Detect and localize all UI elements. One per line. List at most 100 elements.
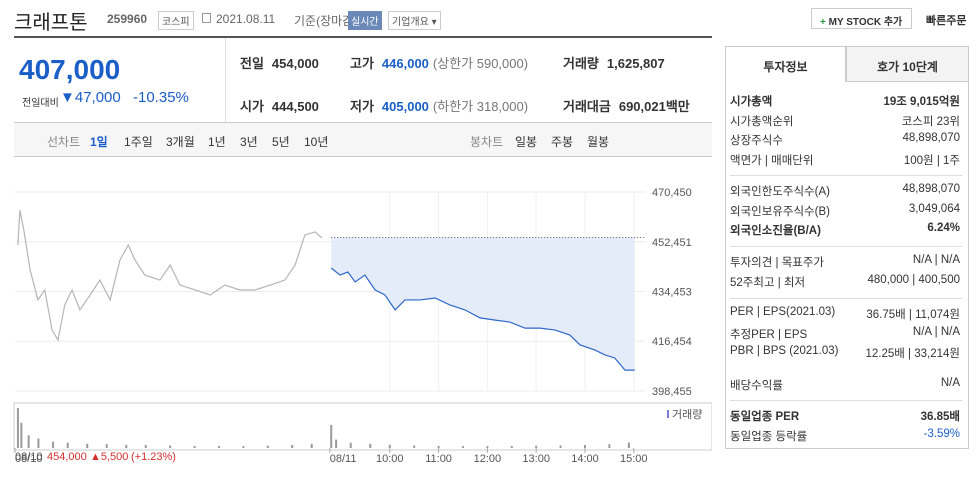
market-badge: 코스피 bbox=[158, 11, 194, 30]
info-value: 480,000 | 400,500 bbox=[867, 273, 960, 286]
volume-bar bbox=[37, 438, 40, 448]
footer-change: ▲5,500 bbox=[90, 451, 129, 463]
candle-tab[interactable]: 일봉 bbox=[515, 135, 538, 149]
change-label: 전일대비 bbox=[22, 98, 59, 109]
stock-name: 크래프톤 bbox=[14, 12, 88, 34]
rule bbox=[14, 122, 712, 123]
separator bbox=[730, 298, 962, 299]
candle-tab[interactable]: 월봉 bbox=[587, 135, 610, 149]
volume-bar bbox=[583, 445, 586, 448]
volume-bar bbox=[20, 422, 23, 448]
info-label: 상장주식수 bbox=[730, 135, 783, 147]
x-tick-label: 15:00 bbox=[620, 453, 648, 465]
current-price: 407,000 bbox=[19, 54, 121, 85]
info-label: 동일업종 등락률 bbox=[730, 430, 808, 443]
company-button[interactable]: 기업개요 ▾ bbox=[388, 11, 441, 30]
quote-item: 저가 405,000 (하한가 318,000) bbox=[350, 96, 528, 115]
info-row: PBR | BPS (2021.03) 12.25배 | 33,214원 bbox=[730, 345, 960, 363]
volume-bar bbox=[193, 445, 196, 448]
period-bar bbox=[14, 123, 712, 157]
info-row: 외국인보유주식수(B) 3,049,064 bbox=[730, 203, 960, 221]
y-tick-label: 470,450 bbox=[652, 187, 692, 199]
change-rate: -10.35% bbox=[133, 89, 189, 106]
chart: 398,455 416,454 434,453 452,451 470,450 08/10… bbox=[13, 187, 712, 465]
info-value: 19조 9,015억원 bbox=[883, 96, 960, 108]
footer-price: 454,000 bbox=[47, 451, 87, 463]
quick-order[interactable]: 빠른주문 bbox=[926, 15, 967, 27]
period-tab[interactable]: 1일 bbox=[90, 135, 108, 149]
price-line bbox=[17, 209, 323, 342]
volume-bar bbox=[217, 445, 220, 448]
x-tick-label: 10:00 bbox=[376, 453, 404, 465]
volume-bar bbox=[144, 445, 147, 448]
volume-bar bbox=[608, 444, 611, 448]
period-tab[interactable]: 5년 bbox=[272, 135, 290, 149]
info-row: 추정PER | EPS N/A | N/A bbox=[730, 326, 960, 344]
volume-bar bbox=[335, 439, 338, 448]
volume-bar bbox=[330, 424, 333, 448]
separator bbox=[730, 400, 962, 401]
info-row: 배당수익률 N/A bbox=[730, 377, 960, 395]
mystock-label: MY STOCK 추가 bbox=[828, 17, 903, 28]
quote-item: 거래대금 690,021백만 bbox=[563, 96, 690, 115]
volume-bar bbox=[291, 445, 294, 448]
info-value: 36.75배 | 11,074원 bbox=[866, 309, 960, 321]
quote-value: 446,000 bbox=[381, 56, 429, 71]
quote-value: 444,500 bbox=[271, 99, 319, 114]
volume-bar bbox=[535, 445, 538, 448]
info-row: 액면가 | 매매단위 100원 | 1주 bbox=[730, 152, 960, 170]
info-value: N/A | N/A bbox=[912, 254, 960, 266]
info-row: 시가총액 19조 9,015억원 bbox=[730, 93, 960, 111]
volume-bar bbox=[349, 442, 352, 448]
y-tick-label: 434,453 bbox=[652, 286, 692, 298]
quote-value: 1,625,807 bbox=[606, 56, 665, 71]
realtime-badge[interactable]: 실시간 bbox=[348, 11, 382, 30]
company-label: 기업개요 bbox=[392, 17, 429, 28]
y-tick-label: 416,454 bbox=[652, 336, 692, 348]
volume-bar bbox=[369, 443, 372, 448]
quote-label: 고가 bbox=[350, 56, 374, 71]
stock-code: 259960 bbox=[107, 12, 148, 26]
info-label: 시가총액 bbox=[730, 96, 773, 108]
volume-frame bbox=[13, 402, 712, 451]
price-line bbox=[330, 267, 635, 371]
quote-label: 시가 bbox=[240, 99, 264, 114]
quote-value: 405,000 bbox=[381, 99, 429, 114]
x-tick-label: 12:00 bbox=[474, 453, 502, 465]
tab-active[interactable]: 투자정보 bbox=[725, 46, 846, 82]
volume-bar bbox=[105, 444, 108, 448]
candle-tab[interactable]: 주봉 bbox=[551, 135, 574, 149]
period-tab[interactable]: 3년 bbox=[240, 135, 258, 149]
info-label: 52주최고 | 최저 bbox=[730, 276, 806, 289]
quote-unit: 백만 bbox=[665, 99, 690, 114]
separator bbox=[730, 246, 962, 247]
mystock-button[interactable]: + MY STOCK 추가 bbox=[811, 8, 912, 29]
info-label: 외국인한도주식수(A) bbox=[730, 186, 830, 198]
volume-bar bbox=[169, 445, 172, 448]
quote-item: 고가 446,000 (상한가 590,000) bbox=[350, 53, 528, 72]
volume-bar bbox=[66, 442, 69, 448]
info-value: 100원 | 1주 bbox=[903, 154, 960, 167]
volume-bar bbox=[125, 444, 128, 448]
period-tab[interactable]: 10년 bbox=[304, 135, 329, 149]
volume-bar bbox=[461, 446, 464, 448]
info-value: -3.59% bbox=[923, 427, 960, 440]
volume-bar bbox=[266, 445, 269, 448]
info-value: N/A | N/A bbox=[912, 325, 960, 338]
date: 2021.08.11 bbox=[216, 12, 276, 26]
volume-bar bbox=[52, 441, 55, 448]
info-row: 시가총액순위 코스피 23위 bbox=[730, 113, 960, 131]
info-row: 동일업종 등락률 -3.59% bbox=[730, 428, 960, 446]
period-tab[interactable]: 1년 bbox=[208, 135, 226, 149]
period-tab[interactable]: 3개월 bbox=[166, 135, 195, 149]
info-value: 3,049,064 bbox=[908, 202, 960, 215]
volume-bar bbox=[242, 446, 245, 448]
x-tick-label: 08/10 bbox=[15, 453, 43, 465]
basis: 기준(장마감) bbox=[294, 14, 358, 28]
x-tick-label: 14:00 bbox=[571, 453, 599, 465]
info-row: 52주최고 | 최저 480,000 | 400,500 bbox=[730, 274, 960, 292]
quote-label: 거래량 bbox=[563, 56, 599, 71]
y-tick-label: 398,455 bbox=[652, 386, 692, 398]
tab[interactable]: 호가 10단계 bbox=[846, 46, 969, 82]
period-tab[interactable]: 1주일 bbox=[124, 135, 153, 149]
